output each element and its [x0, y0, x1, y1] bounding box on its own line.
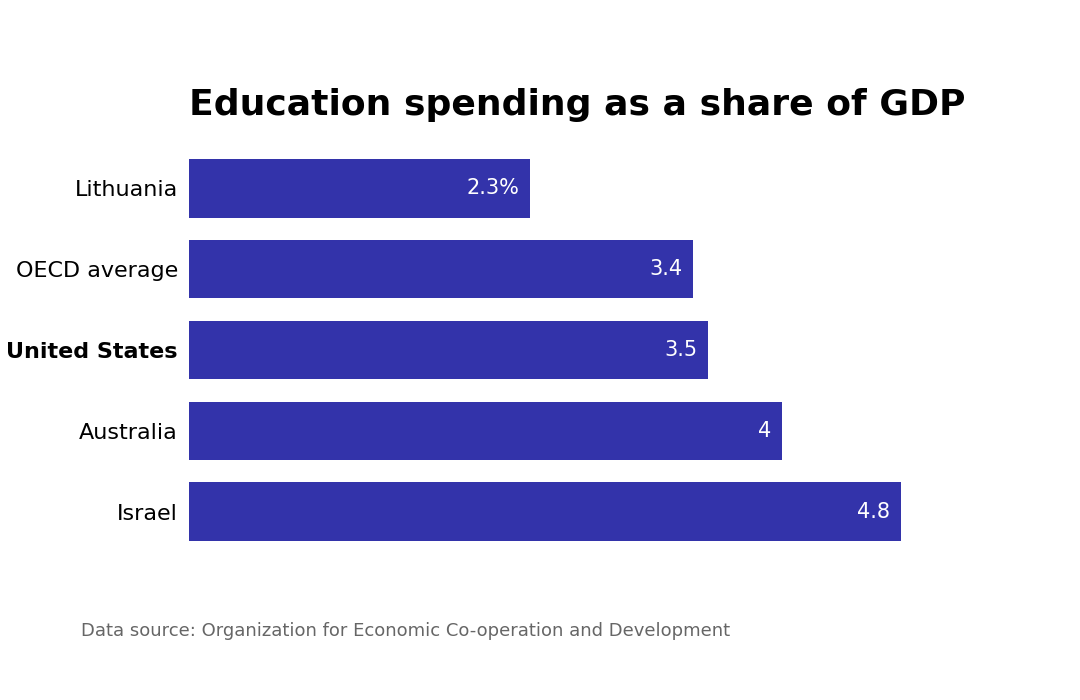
Text: 4.8: 4.8	[858, 501, 890, 522]
Text: Data source: Organization for Economic Co-operation and Development: Data source: Organization for Economic C…	[81, 622, 730, 640]
Bar	[189, 402, 782, 460]
Text: 3.4: 3.4	[649, 259, 683, 279]
Text: 2.3%: 2.3%	[467, 178, 519, 199]
Bar	[189, 321, 707, 379]
Bar	[189, 482, 901, 540]
Bar	[189, 240, 693, 298]
Text: Education spending as a share of GDP: Education spending as a share of GDP	[189, 88, 966, 122]
Bar	[189, 160, 530, 218]
Text: 4: 4	[758, 421, 771, 441]
Text: 3.5: 3.5	[664, 340, 698, 360]
